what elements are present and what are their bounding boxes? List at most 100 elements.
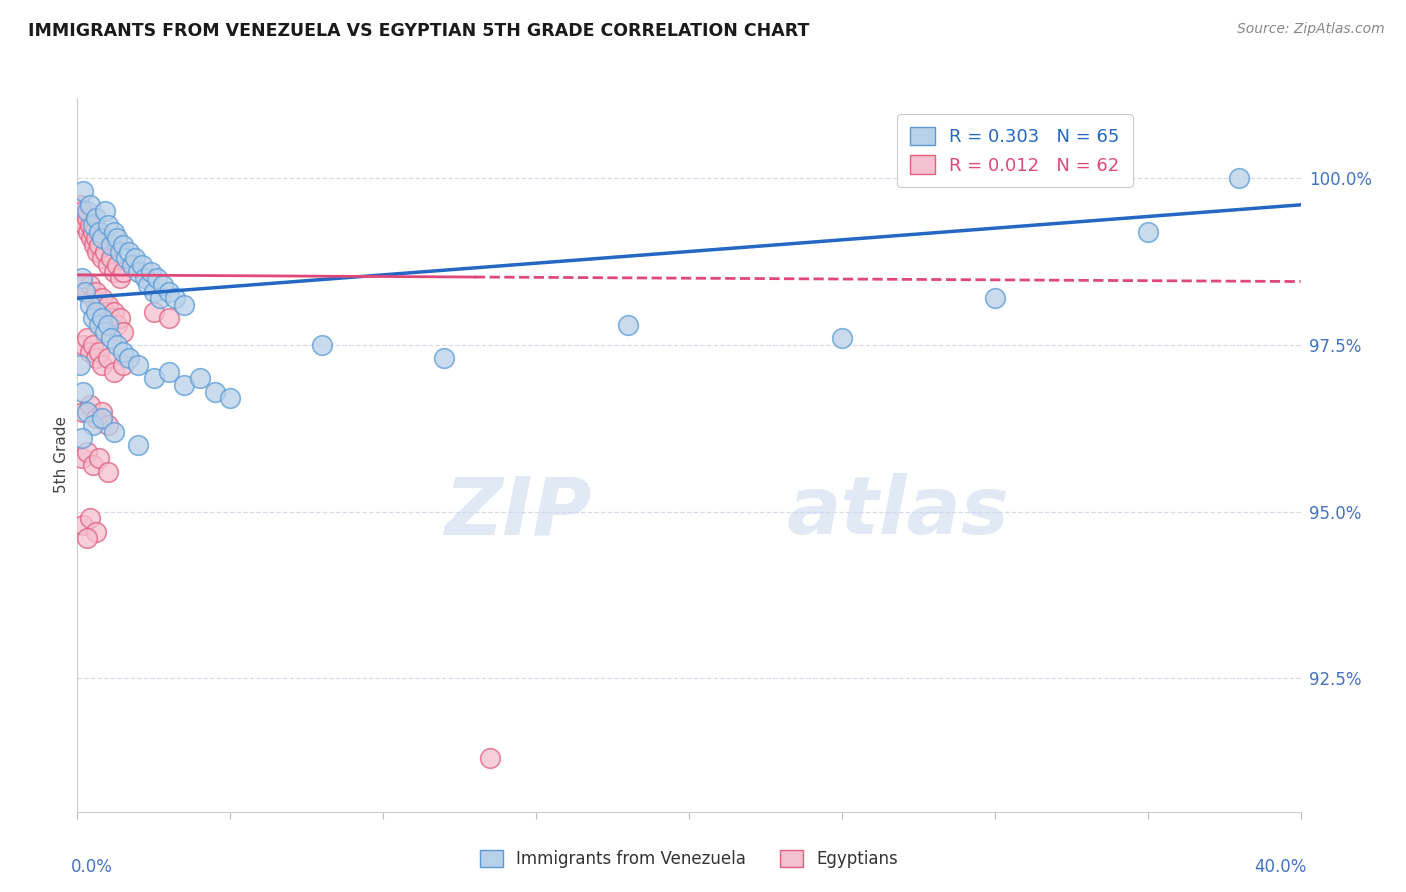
Point (83, 237, 105, 252)
Point (87, 344, 110, 359)
Point (72, 185, 94, 199)
Legend: Immigrants from Venezuela, Egyptians: Immigrants from Venezuela, Egyptians (474, 843, 904, 875)
Point (108, 311, 131, 326)
Text: ZIP: ZIP (444, 473, 591, 551)
Point (121, 258, 143, 272)
Point (108, 244, 131, 259)
Point (157, 285, 180, 299)
Point (142, 371, 165, 385)
Point (72, 518, 94, 533)
Point (103, 264, 125, 278)
Point (105, 231, 128, 245)
Point (831, 331, 853, 345)
Point (139, 264, 162, 278)
Point (84, 411, 107, 425)
Point (72, 404, 94, 418)
Point (100, 237, 122, 252)
Point (103, 304, 125, 318)
Point (76, 404, 98, 418)
Point (90, 251, 112, 265)
Point (112, 237, 135, 252)
Point (84, 231, 107, 245)
Point (79, 511, 101, 525)
Point (112, 325, 135, 339)
Point (105, 318, 128, 332)
Point (82, 291, 104, 305)
Point (94, 325, 117, 339)
Point (82, 417, 104, 432)
Point (79, 218, 101, 232)
Point (90, 404, 112, 418)
Point (76, 211, 98, 226)
Point (219, 391, 242, 405)
Point (112, 344, 135, 359)
Point (79, 277, 101, 292)
Text: 0.0%: 0.0% (72, 858, 112, 876)
Point (84, 351, 107, 366)
Point (82, 311, 104, 326)
Point (87, 298, 110, 312)
Point (80, 231, 103, 245)
Point (87, 237, 110, 252)
Point (73, 218, 96, 232)
Point (79, 198, 101, 212)
Point (157, 365, 180, 379)
Point (94, 304, 117, 318)
Text: Source: ZipAtlas.com: Source: ZipAtlas.com (1237, 22, 1385, 37)
Point (79, 398, 101, 412)
Point (97, 417, 120, 432)
Point (70, 451, 93, 466)
Point (112, 358, 135, 372)
Point (72, 204, 94, 219)
Point (90, 231, 112, 245)
Y-axis label: 5th Grade: 5th Grade (53, 417, 69, 493)
Point (82, 225, 104, 239)
Point (72, 384, 94, 399)
Point (173, 298, 195, 312)
Point (94, 244, 117, 259)
Point (79, 344, 101, 359)
Point (70, 431, 93, 445)
Point (87, 225, 110, 239)
Point (479, 751, 502, 765)
Point (70, 271, 93, 285)
Text: 40.0%: 40.0% (1254, 858, 1306, 876)
Text: atlas: atlas (787, 473, 1010, 551)
Point (76, 331, 98, 345)
Point (97, 318, 120, 332)
Point (433, 351, 456, 366)
Point (108, 271, 131, 285)
Point (97, 351, 120, 366)
Point (100, 311, 122, 326)
Point (69, 198, 91, 212)
Point (70, 211, 93, 226)
Text: IMMIGRANTS FROM VENEZUELA VS EGYPTIAN 5TH GRADE CORRELATION CHART: IMMIGRANTS FROM VENEZUELA VS EGYPTIAN 5T… (28, 22, 810, 40)
Point (118, 244, 141, 259)
Point (76, 531, 98, 545)
Point (173, 377, 195, 392)
Point (87, 451, 110, 466)
Point (127, 264, 149, 278)
Point (76, 444, 98, 458)
Point (84, 524, 107, 539)
Point (134, 271, 156, 285)
Point (97, 298, 120, 312)
Point (1136, 225, 1159, 239)
Point (100, 251, 122, 265)
Point (118, 351, 141, 366)
Point (94, 204, 117, 219)
Point (69, 358, 91, 372)
Point (204, 384, 226, 399)
Point (76, 204, 98, 219)
Point (146, 271, 169, 285)
Point (72, 338, 94, 352)
Point (984, 291, 1007, 305)
Point (97, 218, 120, 232)
Point (87, 318, 110, 332)
Point (103, 365, 125, 379)
Point (131, 258, 153, 272)
Point (86, 244, 108, 259)
Point (72, 277, 94, 292)
Point (90, 358, 112, 372)
Point (103, 425, 125, 439)
